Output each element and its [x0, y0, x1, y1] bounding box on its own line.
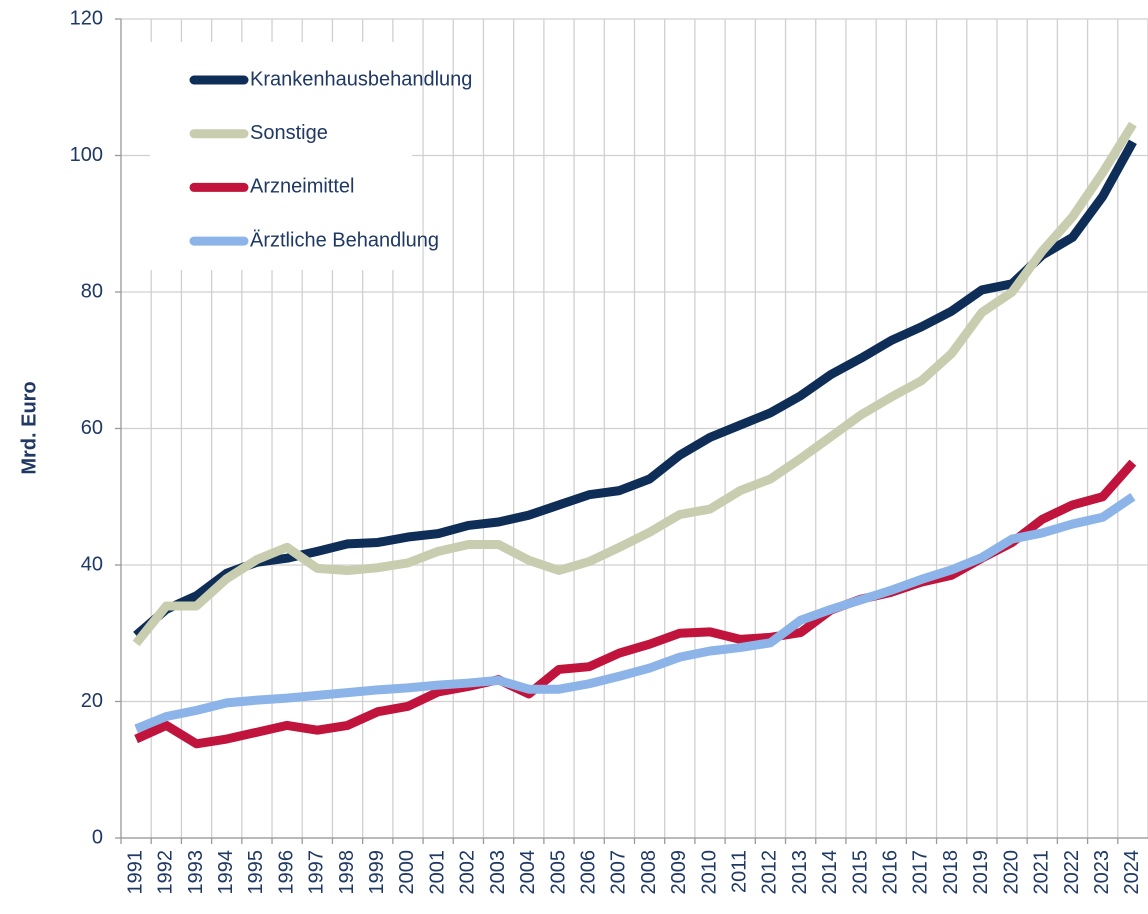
x-tick-label: 2002 — [457, 850, 479, 895]
x-tick-label: 2023 — [1091, 850, 1113, 895]
x-tick-label: 2001 — [426, 850, 448, 895]
y-tick-label: 80 — [81, 280, 103, 302]
x-tick-label: 2009 — [668, 850, 690, 895]
x-tick-label: 1998 — [336, 850, 358, 895]
series-line — [134, 493, 1136, 733]
x-tick-label: 1994 — [215, 850, 237, 895]
x-tick-label: 1993 — [185, 850, 207, 895]
legend-label: Ärztliche Behandlung — [250, 229, 439, 251]
y-axis-label: Mrd. Euro — [18, 381, 40, 474]
x-tick-label: 2013 — [789, 850, 811, 895]
y-tick-label: 120 — [70, 7, 103, 29]
x-tick-label: 2006 — [577, 850, 599, 895]
x-tick-label: 2004 — [517, 850, 539, 895]
x-tick-label: 2011 — [729, 850, 751, 893]
y-tick-label: 100 — [70, 144, 103, 166]
x-tick-label: 2016 — [880, 850, 902, 895]
series-line — [132, 121, 1137, 647]
x-tick-label: 1997 — [306, 850, 328, 895]
x-tick-label: 2015 — [849, 850, 871, 895]
y-tick-label: 60 — [81, 417, 103, 439]
x-tick-label: 2024 — [1121, 850, 1143, 895]
x-tick-label: 2003 — [487, 850, 509, 895]
y-tick-label: 40 — [81, 553, 103, 575]
legend-label: Arzneimittel — [250, 176, 354, 198]
x-tick-label: 2000 — [396, 850, 418, 895]
x-tick-label: 2018 — [940, 850, 962, 895]
x-tick-label: 2021 — [1031, 850, 1053, 895]
x-tick-label: 2012 — [759, 850, 781, 895]
x-tick-label: 2019 — [970, 850, 992, 895]
x-tick-label: 2010 — [698, 850, 720, 895]
x-tick-label: 1992 — [155, 850, 177, 895]
legend-label: Sonstige — [250, 122, 328, 144]
x-tick-label: 2020 — [1000, 850, 1022, 895]
x-tick-label: 1995 — [245, 850, 267, 895]
x-tick-label: 2005 — [547, 850, 569, 895]
legend-label: Krankenhausbehandlung — [250, 68, 472, 90]
x-tick-label: 1996 — [275, 850, 297, 895]
x-tick-label: 2017 — [910, 850, 932, 895]
x-tick-label: 2022 — [1061, 850, 1083, 895]
x-tick-label: 1991 — [124, 850, 146, 895]
y-tick-label: 0 — [92, 826, 103, 848]
x-tick-label: 2008 — [638, 850, 660, 895]
x-tick-label: 1999 — [366, 850, 388, 895]
x-tick-label: 2007 — [608, 850, 630, 895]
x-tick-label: 2014 — [819, 850, 841, 895]
y-tick-label: 20 — [81, 690, 103, 712]
